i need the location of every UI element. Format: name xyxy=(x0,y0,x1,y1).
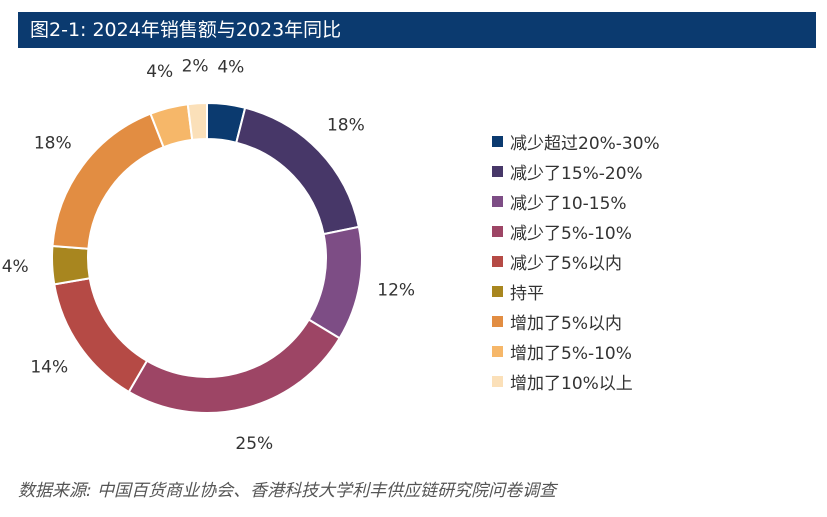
slice-label-9: 2% xyxy=(182,56,209,76)
legend-item-4: 减少了5%-10% xyxy=(492,216,660,246)
legend-swatch xyxy=(492,375,503,387)
legend-item-6: 持平 xyxy=(492,276,660,306)
slice-label-3: 12% xyxy=(377,281,415,301)
slice-label-4: 25% xyxy=(235,434,273,454)
chart-title: 图2-1: 2024年销售额与2023年同比 xyxy=(30,19,342,41)
donut-slice-9 xyxy=(186,101,208,142)
slice-label-5: 14% xyxy=(30,357,68,377)
legend-item-3: 减少了10-15% xyxy=(492,186,660,216)
legend-swatch xyxy=(492,195,503,207)
legend-label: 增加了5%-10% xyxy=(510,343,632,364)
legend-label: 减少了15%-20% xyxy=(510,163,643,184)
legend-item-2: 减少了15%-20% xyxy=(492,156,660,186)
slice-label-8: 4% xyxy=(146,62,173,82)
source-note: 数据来源: 中国百货商业协会、香港科技大学利丰供应链研究院问卷调查 xyxy=(18,481,557,501)
legend-label: 增加了10%以上 xyxy=(510,373,633,394)
legend-item-1: 减少超过20%-30% xyxy=(492,126,660,156)
legend-label: 减少了5%以内 xyxy=(510,253,622,274)
legend-label: 持平 xyxy=(510,283,544,304)
legend-swatch xyxy=(492,165,503,177)
legend-swatch xyxy=(492,285,503,297)
slice-label-1: 4% xyxy=(217,57,244,77)
donut-slice-3 xyxy=(307,225,363,340)
legend-swatch xyxy=(492,345,503,357)
title-bar: 图2-1: 2024年销售额与2023年同比 xyxy=(18,12,816,48)
slice-label-6: 4% xyxy=(2,257,29,277)
legend-swatch xyxy=(492,315,503,327)
donut-slice-6 xyxy=(51,244,91,286)
slice-label-7: 18% xyxy=(34,134,72,154)
legend-swatch xyxy=(492,225,503,237)
chart-legend: 减少超过20%-30% 减少了15%-20% 减少了10-15% 减少了5%-10% 减… xyxy=(492,126,660,396)
legend-item-9: 增加了10%以上 xyxy=(492,366,660,396)
legend-label: 减少超过20%-30% xyxy=(510,133,660,154)
legend-label: 减少了10-15% xyxy=(510,193,627,214)
legend-swatch xyxy=(492,255,503,267)
slice-label-2: 18% xyxy=(327,115,365,135)
legend-swatch xyxy=(492,135,503,147)
legend-label: 增加了5%以内 xyxy=(510,313,622,334)
donut-slice-4 xyxy=(127,318,341,414)
legend-label: 减少了5%-10% xyxy=(510,223,632,244)
legend-item-8: 增加了5%-10% xyxy=(492,336,660,366)
legend-item-5: 减少了5%以内 xyxy=(492,246,660,276)
donut-slice-5 xyxy=(53,277,149,394)
legend-item-7: 增加了5%以内 xyxy=(492,306,660,336)
